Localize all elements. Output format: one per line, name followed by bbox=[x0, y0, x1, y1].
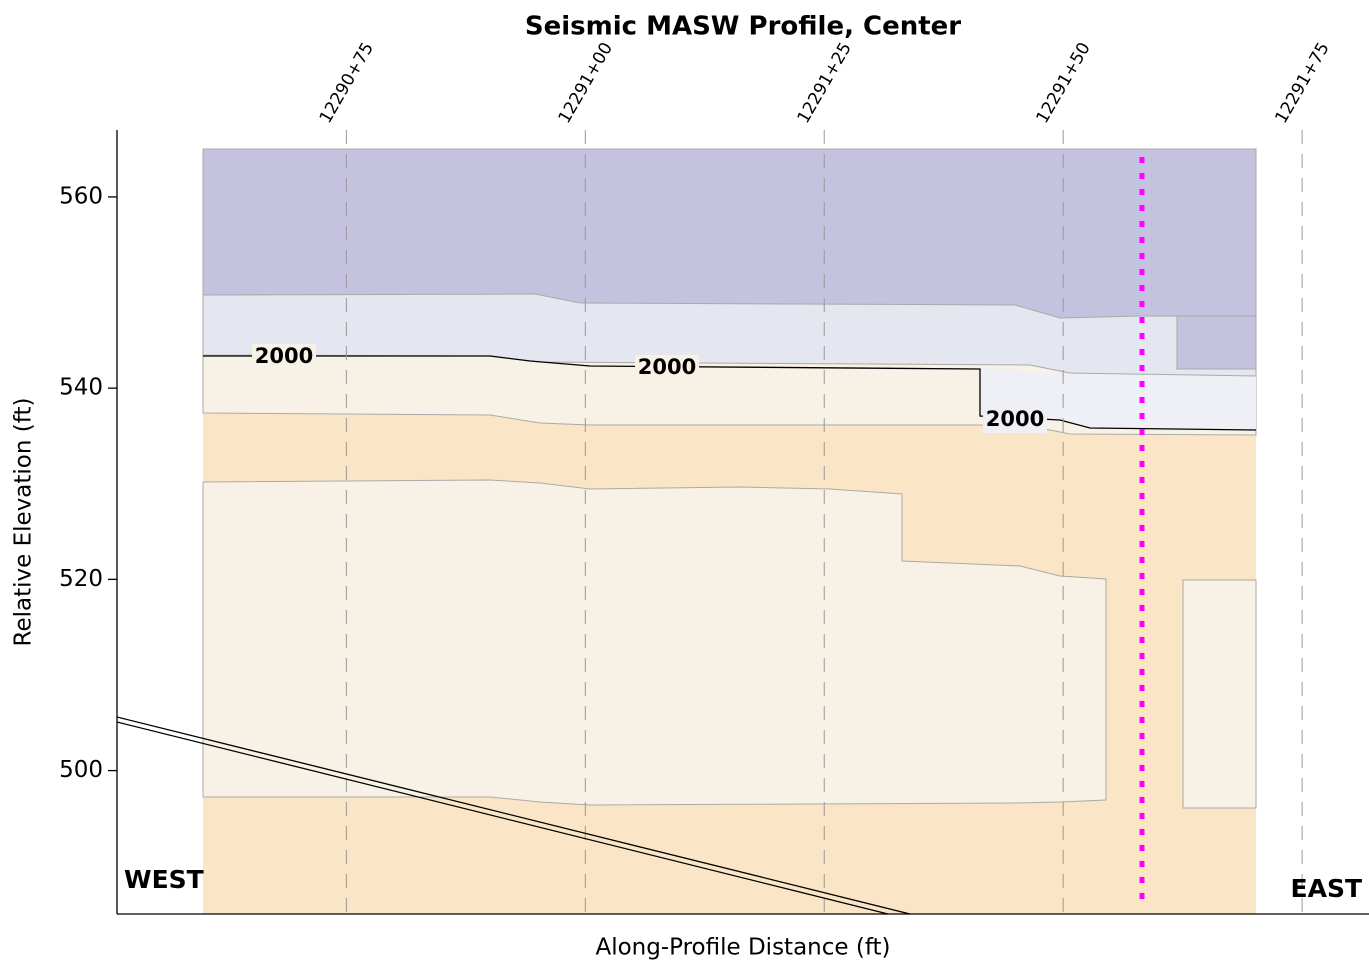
contour-line bbox=[203, 355, 1257, 431]
x-tick-label: 12291+50 bbox=[1033, 39, 1095, 127]
label-bg bbox=[252, 344, 316, 370]
side-label: WEST bbox=[124, 865, 204, 894]
contour-label: 2000 bbox=[255, 344, 313, 368]
y-tick-label: 520 bbox=[59, 566, 103, 592]
y-tick-label: 560 bbox=[59, 183, 103, 209]
x-tick-label: 12291+75 bbox=[1271, 39, 1333, 127]
x-tick-label: 12290+75 bbox=[316, 39, 378, 127]
y-tick-label: 540 bbox=[59, 375, 103, 401]
chart-title: Seismic MASW Profile, Center bbox=[525, 12, 961, 42]
x-axis-label: Along-Profile Distance (ft) bbox=[595, 935, 890, 961]
y-axis-label: Relative Elevation (ft) bbox=[11, 398, 37, 647]
fill-purple bbox=[1176, 315, 1257, 370]
contour-label: 2000 bbox=[638, 355, 696, 379]
y-tick-label: 500 bbox=[59, 757, 103, 783]
fill-cream bbox=[202, 479, 1107, 806]
x-tick-label: 12291+25 bbox=[794, 39, 856, 127]
pipe-line bbox=[116, 721, 889, 915]
grid bbox=[345, 130, 1303, 914]
side-label: EAST bbox=[1291, 874, 1362, 903]
x-tick-label: 12291+00 bbox=[555, 39, 617, 127]
fill-purple bbox=[202, 148, 1257, 319]
fill-cream bbox=[1182, 579, 1257, 809]
fill-pale bbox=[980, 369, 1256, 430]
label-bg bbox=[983, 407, 1047, 433]
pipe-line bbox=[116, 716, 911, 915]
contour-label: 2000 bbox=[986, 407, 1044, 431]
label-bg bbox=[635, 355, 699, 381]
